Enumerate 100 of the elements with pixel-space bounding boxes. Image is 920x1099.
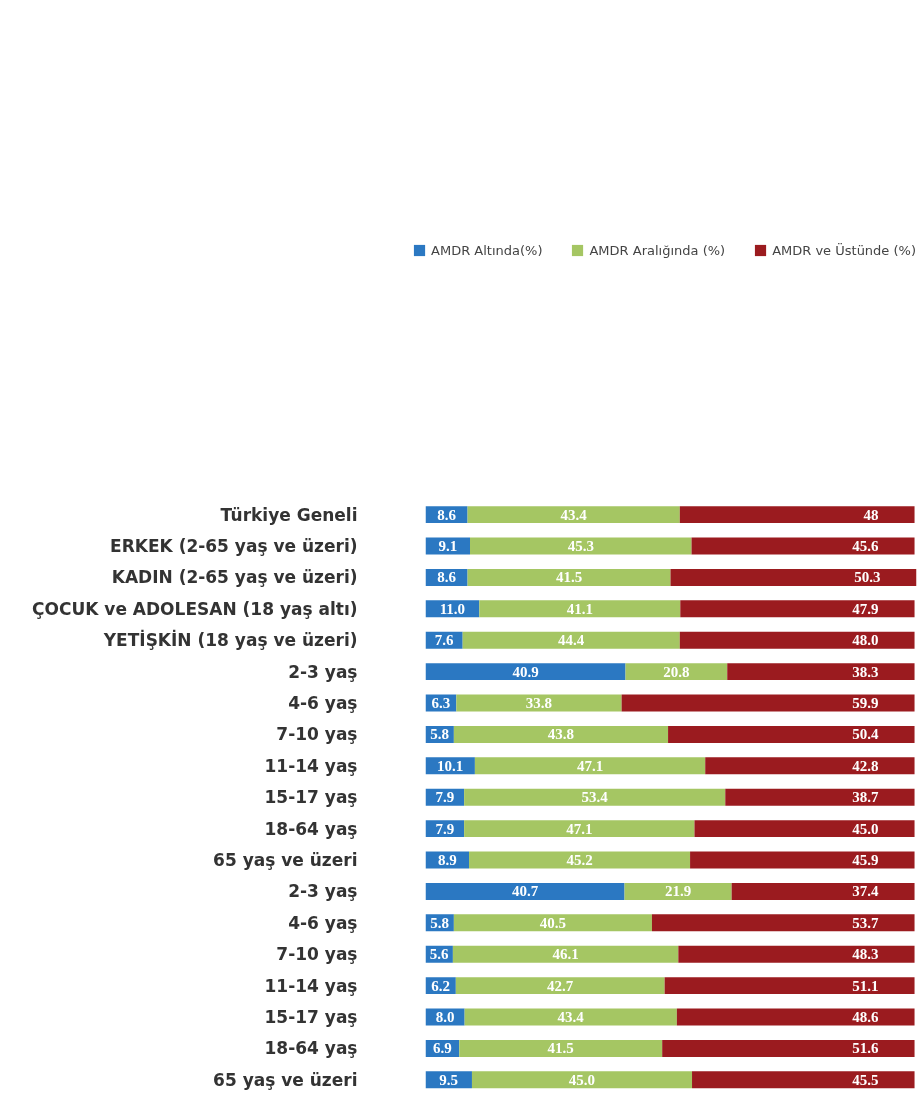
bar <box>455 977 665 995</box>
bar <box>470 537 692 555</box>
data-label: 45.6 <box>852 538 880 555</box>
data-label: 43.4 <box>557 1009 585 1025</box>
legend-label: AMDR Aralığında (%) <box>589 242 726 258</box>
data-label: 47.1 <box>576 757 604 774</box>
data-label: 5.8 <box>430 914 450 931</box>
bar <box>680 600 915 618</box>
legend-label: AMDR Altında(%) <box>431 242 543 258</box>
data-label: 8.6 <box>437 569 457 586</box>
y-tick-label: 11-14 yaş <box>264 755 358 776</box>
data-label: 37.4 <box>852 883 880 900</box>
bar <box>624 882 732 900</box>
bar <box>474 757 706 775</box>
bar <box>679 506 915 524</box>
data-label: 5.6 <box>429 946 450 963</box>
bar <box>479 600 681 618</box>
data-label: 38.7 <box>852 789 880 806</box>
data-label: 44.4 <box>558 632 585 649</box>
data-label: 48 <box>863 506 879 523</box>
y-tick-label: 11-14 yaş <box>264 975 358 996</box>
bar <box>621 694 915 712</box>
bar <box>731 882 915 900</box>
bar <box>691 537 915 555</box>
data-label: 7.6 <box>434 632 454 649</box>
data-label: 11.0 <box>439 600 466 617</box>
bar <box>679 631 915 649</box>
data-label: 33.8 <box>525 695 553 712</box>
data-label: 8.6 <box>437 506 457 523</box>
data-label: 59.9 <box>852 695 879 712</box>
data-label: 53.7 <box>852 914 880 931</box>
bar <box>452 945 679 963</box>
y-tick-label: 65 yaş ve üzeri <box>213 850 358 871</box>
y-tick-label: KADIN (2-65 yaş ve üzeri) <box>111 567 358 588</box>
data-label: 43.8 <box>547 726 575 743</box>
data-label: 41.5 <box>547 1040 574 1057</box>
data-label: 50.3 <box>854 569 881 586</box>
data-label: 9.1 <box>438 538 458 555</box>
data-label: 47.1 <box>566 820 593 837</box>
data-label: 45.0 <box>852 820 879 837</box>
y-tick-label: 18-64 yaş <box>264 1038 358 1059</box>
bar <box>692 1071 915 1089</box>
data-label: 20.8 <box>663 663 690 680</box>
data-label: 41.5 <box>555 569 583 586</box>
data-label: 8.9 <box>437 852 457 869</box>
data-label: 38.3 <box>852 663 879 680</box>
data-label: 6.2 <box>431 977 451 994</box>
data-label: 45.2 <box>566 852 593 869</box>
bar <box>453 725 669 743</box>
y-tick-label: 15-17 yaş <box>264 1007 358 1027</box>
data-label: 51.6 <box>852 1040 880 1057</box>
data-label: 7.9 <box>435 820 455 837</box>
data-label: 42.8 <box>852 757 879 774</box>
bar <box>453 914 652 932</box>
bar <box>694 820 915 838</box>
data-label: 40.9 <box>512 663 539 680</box>
bar <box>678 945 915 963</box>
y-tick-label: 18-64 yaş <box>264 818 358 839</box>
bar <box>425 663 626 681</box>
y-tick-label: 2-3 yaş <box>288 881 358 902</box>
data-label: 46.1 <box>552 946 579 963</box>
bar <box>467 506 680 524</box>
bar <box>725 788 915 806</box>
data-label: 8.0 <box>435 1009 455 1025</box>
data-label: 6.3 <box>431 695 451 712</box>
y-tick-label: YETİŞKİN (18 yaş ve üzeri) <box>102 629 358 651</box>
data-label: 45.5 <box>852 1071 879 1088</box>
data-label: 43.4 <box>560 506 588 523</box>
y-tick-label: 7-10 yaş <box>276 944 358 965</box>
bar <box>471 1071 693 1089</box>
bar <box>469 851 691 869</box>
bar <box>651 914 915 932</box>
data-label: 41.1 <box>566 600 593 617</box>
data-label: 51.1 <box>852 977 879 994</box>
data-label: 7.9 <box>435 789 455 806</box>
y-tick-label: 4-6 yaş <box>288 912 358 933</box>
data-label: 10.1 <box>437 757 464 774</box>
bar <box>459 1039 663 1057</box>
data-label: 48.0 <box>852 632 879 649</box>
bar <box>464 788 726 806</box>
data-label: 40.5 <box>539 914 567 931</box>
data-label: 21.9 <box>664 883 692 900</box>
bar <box>664 977 915 995</box>
data-label: 47.9 <box>852 600 879 617</box>
bar <box>670 568 917 586</box>
y-tick-label: Türkiye Geneli <box>220 504 358 525</box>
y-tick-label: 4-6 yaş <box>288 693 358 714</box>
data-label: 53.4 <box>581 789 609 806</box>
bar <box>462 631 680 649</box>
data-label: 6.9 <box>433 1040 452 1057</box>
bar <box>668 725 915 743</box>
legend-label: AMDR ve Üstünde (%) <box>772 242 916 258</box>
data-label: 50.4 <box>852 726 880 743</box>
data-label: 9.5 <box>439 1071 459 1088</box>
bar <box>464 1008 677 1026</box>
data-label: 48.3 <box>852 946 879 963</box>
data-label: 42.7 <box>547 977 574 994</box>
bar <box>464 820 695 838</box>
y-tick-label: 2-3 yaş <box>288 661 358 682</box>
bar <box>705 757 915 775</box>
